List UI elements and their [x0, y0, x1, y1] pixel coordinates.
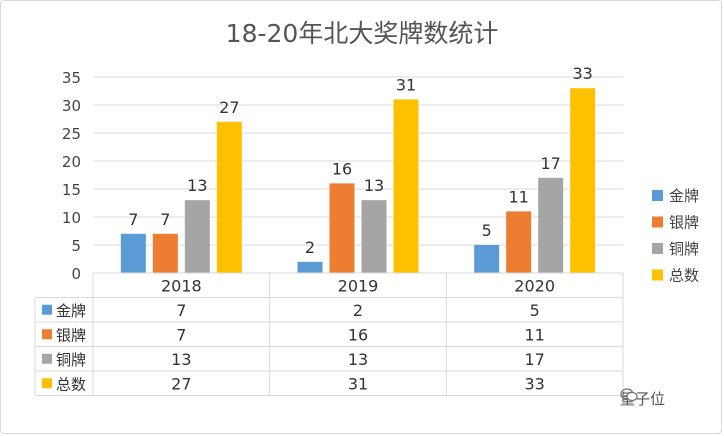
- bars: 7 7 13 27 2 16 13 31 5 11 17 33: [120, 64, 596, 274]
- data-label: 13: [364, 176, 384, 195]
- table-row-label: 铜牌: [56, 351, 86, 369]
- bar: [216, 121, 242, 273]
- table-legend-key: [42, 353, 52, 364]
- bar: [152, 233, 178, 273]
- table-cell: 27: [171, 374, 191, 393]
- y-tick-label: 30: [62, 97, 81, 115]
- table-cell: 13: [171, 350, 191, 369]
- y-tick-label: 15: [62, 181, 81, 199]
- table-cell: 13: [348, 350, 368, 369]
- data-label: 16: [332, 159, 352, 178]
- legend-key: [652, 190, 663, 201]
- legend-key: [652, 243, 663, 254]
- legend-label: 银牌: [669, 214, 699, 232]
- table-cell: 11: [524, 325, 544, 344]
- bar: [570, 88, 596, 273]
- data-label: 13: [187, 176, 207, 195]
- x-tick-label: 2018: [161, 276, 202, 295]
- data-label: 7: [128, 210, 138, 229]
- y-tick-label: 35: [62, 69, 81, 87]
- legend-label: 铜牌: [669, 240, 699, 258]
- bar: [474, 245, 500, 273]
- wechat-icon: [620, 388, 638, 402]
- legend-label: 金牌: [669, 187, 699, 205]
- table-cell: 7: [176, 301, 186, 320]
- table-legend-key: [42, 329, 52, 340]
- chart-title: 18-20年北大奖牌数统计: [226, 19, 499, 48]
- y-tick-label: 25: [62, 125, 81, 143]
- data-label: 7: [160, 210, 170, 229]
- bar: [361, 200, 387, 273]
- data-label: 2: [305, 238, 315, 257]
- data-label: 17: [540, 154, 560, 173]
- table-cell: 5: [530, 301, 540, 320]
- table-row-label: 总数: [56, 375, 86, 393]
- legend-key: [652, 216, 663, 228]
- table-cell: 17: [524, 350, 544, 369]
- bar: [393, 99, 419, 274]
- table-row-label: 金牌: [56, 302, 86, 320]
- data-label: 31: [396, 75, 416, 94]
- data-label: 33: [572, 64, 592, 83]
- table-cell: 33: [524, 374, 544, 393]
- table-cell: 7: [176, 325, 186, 344]
- y-tick-label: 20: [62, 153, 81, 171]
- x-tick-label: 2020: [514, 276, 555, 295]
- bar: [538, 177, 564, 273]
- legend-label: 总数: [669, 267, 699, 285]
- table-row-label: 银牌: [56, 326, 86, 344]
- y-tick-label: 10: [62, 209, 81, 227]
- table-cell: 2: [353, 301, 363, 320]
- x-tick-label: 2019: [338, 276, 379, 295]
- data-label: 11: [508, 187, 528, 206]
- bar: [184, 200, 210, 273]
- table-cell: 16: [348, 325, 368, 344]
- data-table: 2018 2019 2020 金牌 7 2 5 银牌 7 16 11 铜牌 13 13 17 总数 27 31 33: [34, 272, 624, 396]
- watermark: 量子位: [620, 388, 665, 409]
- y-tick-label: 5: [71, 237, 81, 255]
- y-tick-label: 0: [71, 265, 81, 283]
- table-legend-key: [42, 304, 52, 315]
- data-label: 27: [219, 98, 239, 117]
- bar: [329, 183, 355, 273]
- legend-key: [652, 269, 663, 281]
- y-axis: 0 5 10 15 20 25 30 35: [62, 69, 81, 283]
- table-cell: 31: [348, 374, 368, 393]
- bar: [506, 211, 532, 273]
- table-legend-key: [42, 378, 52, 389]
- bar: [120, 233, 146, 273]
- data-label: 5: [482, 221, 492, 240]
- bar: [297, 261, 323, 273]
